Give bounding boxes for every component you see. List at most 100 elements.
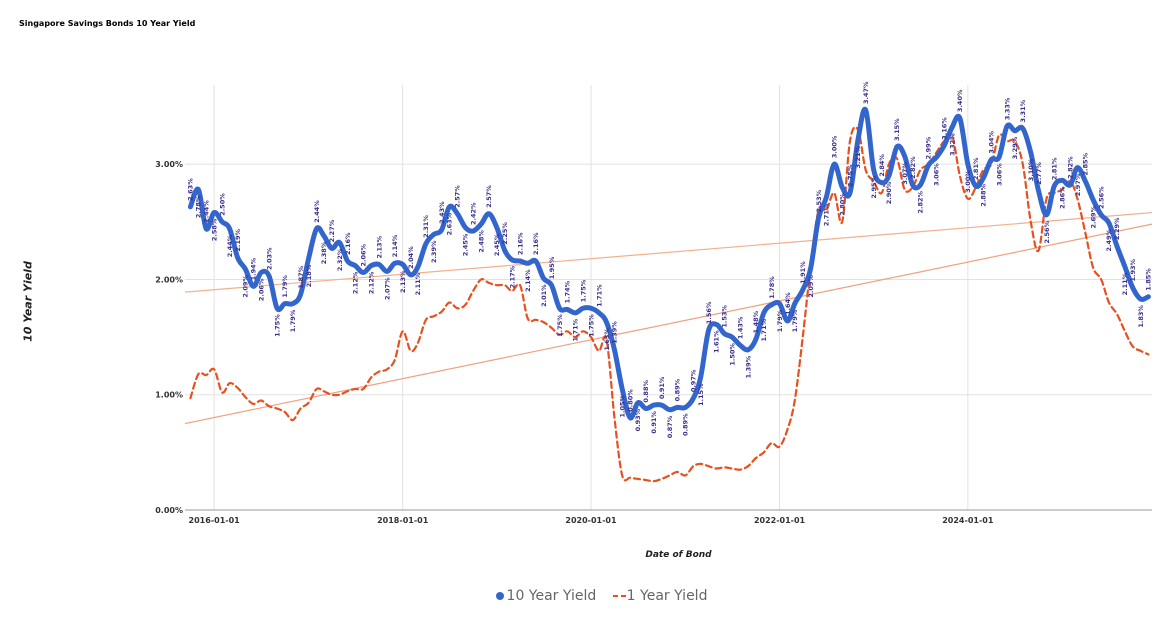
data-label: 0.91% [650,411,658,434]
data-label: 1.39% [611,321,619,344]
data-label: 2.38% [320,241,328,264]
data-label: 2.77% [1035,162,1043,185]
data-label: 3.47% [862,81,870,104]
data-label: 1.75% [273,314,281,337]
data-label: 2.50% [218,193,226,216]
x-tick-label: 2016-01-01 [189,516,241,525]
data-label: 2.81% [972,157,980,180]
data-label: 3.16% [940,117,948,140]
data-label: 2.85% [1082,152,1090,175]
data-label: 2.29% [1113,217,1121,240]
data-label: 2.16% [344,232,352,255]
data-label: 2.16% [516,232,524,255]
data-label: 1.63% [603,328,611,351]
data-label: 2.75% [846,164,854,187]
data-label: 2.57% [454,185,462,208]
data-label: 2.44% [202,200,210,223]
data-label: 3.15% [893,118,901,141]
x-tick-label: 2018-01-01 [377,516,429,525]
legend-marker-dashed [612,595,627,597]
chart-title: Singapore Savings Bonds 10 Year Yield [19,19,196,28]
data-label: 2.04% [407,246,415,269]
y-tick-label: 1.00% [155,391,183,400]
data-label: 1.05% [619,394,627,417]
data-label: 2.57% [485,185,493,208]
data-label: 3.32% [948,133,956,156]
data-label: 3.33% [1003,97,1011,120]
data-label: 0.88% [642,380,650,403]
data-label: 2.63% [187,178,195,201]
data-label: 1.95% [548,256,556,279]
data-label: 2.09% [807,275,815,298]
data-label: 2.17% [508,265,516,288]
trendline [184,211,1153,293]
data-label: 2.06% [257,278,265,301]
legend-marker-solid [495,592,504,600]
data-label: 1.48% [752,310,760,333]
data-label: 0.87% [666,415,674,438]
data-label: 2.45% [493,233,501,256]
data-label: 2.19% [234,229,242,252]
data-label: 2.80% [839,193,847,216]
data-label: 2.48% [477,230,485,253]
legend: 10 Year Yield 1 Year Yield [0,588,1170,605]
data-label: 3.06% [995,163,1003,186]
data-label: 1.39% [744,355,752,378]
data-label: 2.71% [823,203,831,226]
data-label: 1.83% [1137,305,1145,328]
data-label: 1.71% [760,318,768,341]
data-label: 2.27% [328,219,336,242]
data-label: 2.12% [368,271,376,294]
legend-item-1-year[interactable]: 1 Year Yield [612,588,708,604]
data-label: 1.74% [564,280,572,303]
data-label: 2.78% [195,195,203,218]
data-label: 1.75% [579,279,587,302]
data-label: 0.89% [682,413,690,436]
data-label: 2.58% [210,218,218,241]
data-label: 3.31% [1019,99,1027,122]
data-label: 1.93% [1129,258,1137,281]
data-label: 2.09% [242,275,250,298]
data-label: 3.40% [956,89,964,112]
legend-item-10-year[interactable]: 10 Year Yield [493,588,597,604]
data-label: 1.75% [587,314,595,337]
data-label: 2.13% [375,235,383,258]
data-label: 2.95% [870,175,878,198]
x-axis-label: Date of Bond [645,550,712,560]
data-label: 2.31% [422,215,430,238]
data-label: 2.16% [532,232,540,255]
legend-label: 1 Year Yield [626,588,708,604]
data-label: 1.61% [713,330,721,353]
data-label: 2.49% [1105,228,1113,251]
legend-label: 10 Year Yield [506,588,597,604]
data-label: 1.64% [784,292,792,315]
trendline [184,223,1153,425]
data-label: 1.53% [721,305,729,328]
y-tick-label: 2.00% [155,275,183,284]
data-label: 2.14% [391,234,399,257]
data-label: 1.79% [289,309,297,332]
data-label: 2.53% [815,189,823,212]
data-label: 1.85% [1145,268,1153,291]
data-label: 3.04% [988,131,996,154]
x-tick-label: 2024-01-01 [942,516,994,525]
data-label: 1.91% [799,261,807,284]
data-label: 2.99% [925,136,933,159]
data-label: 2.07% [383,277,391,300]
data-label: 3.00% [964,170,972,193]
data-label: 2.01% [540,284,548,307]
data-label: 2.42% [469,202,477,225]
data-label: 2.69% [1089,205,1097,228]
data-label: 0.97% [690,369,698,392]
data-label: 0.91% [658,376,666,399]
data-label: 3.10% [1027,158,1035,181]
data-label: 2.43% [438,201,446,224]
data-label: 3.21% [854,145,862,168]
data-label: 3.00% [831,135,839,158]
data-label: 2.25% [501,222,509,245]
data-label: 2.86% [1059,186,1067,209]
data-label: 1.75% [556,314,564,337]
data-label: 0.93% [634,408,642,431]
